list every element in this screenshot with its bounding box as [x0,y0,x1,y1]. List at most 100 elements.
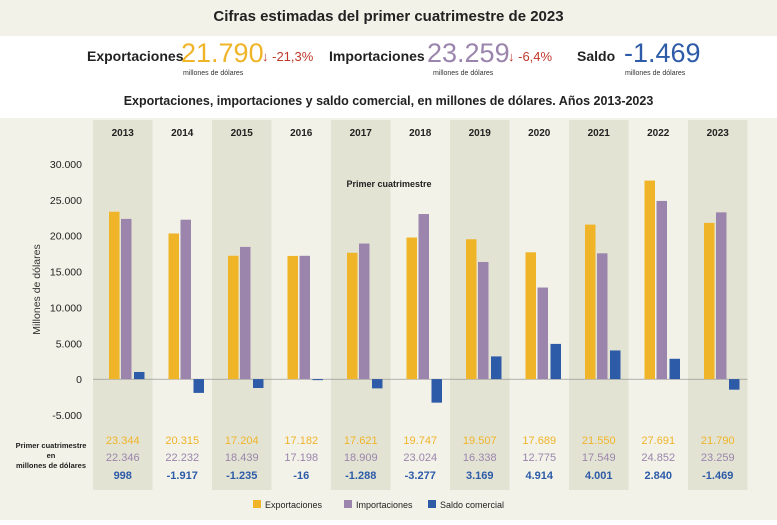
chart-annotation: Primer cuatrimestre [346,179,431,189]
year-label: 2019 [469,128,492,139]
y-axis-label: Millones de dólares [31,244,43,334]
year-label: 2015 [231,128,254,139]
bar-imports-2023 [716,212,727,380]
year-label: 2023 [707,128,730,139]
bar-balance-2020 [550,343,561,380]
kpi-exports-unit: millones de dólares [183,70,244,77]
data-label-exports: 21.790 [701,435,735,447]
table-side-label-line: en [47,451,56,460]
year-label: 2022 [647,128,670,139]
data-label-imports: 22.232 [165,452,199,464]
bar-balance-2021 [610,350,621,380]
y-tick-label: 20.000 [50,231,82,243]
bar-balance-2022 [669,358,680,380]
bar-exports-2013 [109,211,120,380]
data-label-balance: 998 [114,470,132,482]
kpi-imports-change: ↓ -6,4% [508,49,553,64]
year-label: 2013 [112,128,135,139]
y-tick-label: 5.000 [56,338,82,350]
data-label-balance: 4.914 [525,470,553,482]
kpi-exports-change: ↓ -21,3% [262,49,314,64]
legend-swatch-balance [428,500,436,508]
bar-imports-2021 [597,253,608,380]
chart-title: Exportaciones, importaciones y saldo com… [123,94,654,108]
data-label-imports: 17.549 [582,452,616,464]
kpi-exports-label: Exportaciones [87,48,184,64]
data-label-imports: 18.439 [225,452,259,464]
data-label-imports: 23.259 [701,452,735,464]
kpi-imports-value: 23.259 [427,38,510,68]
bar-exports-2018 [406,237,417,380]
title-band: Cifras estimadas del primer cuatrimestre… [0,0,777,36]
kpi-exports-value: 21.790 [181,38,264,68]
bar-imports-2022 [656,200,667,380]
data-label-exports: 21.550 [582,435,616,447]
data-label-exports: 17.689 [522,435,556,447]
bar-balance-2015 [253,379,264,388]
page-title: Cifras estimadas del primer cuatrimestre… [213,8,564,25]
y-tick-label: 30.000 [50,159,82,171]
year-label: 2018 [409,128,432,139]
bar-exports-2015 [228,255,239,380]
year-label: 2016 [290,128,313,139]
kpi-balance-unit: millones de dólares [625,70,686,77]
y-tick-label: 10.000 [50,302,82,314]
bar-exports-2021 [585,224,596,380]
bar-chart: 2013 2014 2015 2016 2017 2018 2019 2020 2021 2022… [16,120,748,510]
y-tick-label: 15.000 [50,267,82,279]
data-label-imports: 23.024 [403,452,437,464]
y-tick-label: -5.000 [52,410,82,422]
year-label: 2020 [528,128,551,139]
data-label-balance: -3.277 [405,470,436,482]
legend-label: Saldo comercial [440,500,504,510]
subtitle-band: Exportaciones, importaciones y saldo com… [0,84,777,118]
bar-imports-2017 [359,243,370,380]
data-label-imports: 24.852 [641,452,675,464]
bar-balance-2013 [134,371,145,380]
kpi-imports-label: Importaciones [329,48,425,64]
data-label-imports: 22.346 [106,452,140,464]
y-tick-label: 0 [76,374,82,386]
data-label-exports: 17.621 [344,435,378,447]
bar-balance-2017 [372,379,383,389]
legend-swatch-exports [253,500,261,508]
chart-panel: 2013 2014 2015 2016 2017 2018 2019 2020 2021 2022… [0,118,777,520]
table-side-label-line: millones de dólares [16,461,86,470]
data-label-exports: 27.691 [641,435,675,447]
bar-imports-2015 [240,246,251,380]
legend-label: Exportaciones [265,500,323,510]
bar-imports-2020 [537,287,548,380]
legend-swatch-imports [344,500,352,508]
bar-imports-2014 [180,219,191,380]
data-label-balance: -16 [293,470,309,482]
bar-exports-2016 [287,255,298,380]
data-label-balance: -1.235 [226,470,257,482]
bar-imports-2018 [418,214,429,380]
bar-balance-2019 [491,356,502,380]
data-label-balance: -1.917 [167,470,198,482]
bar-exports-2020 [525,252,536,380]
data-label-balance: -1.288 [345,470,376,482]
bar-imports-2016 [299,255,310,380]
data-label-balance: 4.001 [585,470,613,482]
data-label-exports: 20.315 [165,435,199,447]
bar-balance-2018 [431,379,442,403]
data-label-exports: 17.182 [284,435,318,447]
data-label-balance: 3.169 [466,470,494,482]
bar-exports-2019 [466,239,477,380]
y-tick-label: 25.000 [50,195,82,207]
kpi-row: Exportaciones 21.790 millones de dólares… [0,36,777,84]
bar-balance-2023 [729,379,740,390]
bar-imports-2013 [121,218,132,380]
table-side-label-line: Primer cuatrimestre [16,441,87,450]
bar-exports-2023 [704,222,715,380]
legend-label: Importaciones [356,500,413,510]
bar-exports-2022 [644,180,655,380]
data-label-balance: 2.840 [644,470,672,482]
data-label-exports: 17.204 [225,435,259,447]
year-label: 2014 [171,128,194,139]
year-label: 2017 [350,128,373,139]
kpi-balance-value: -1.469 [624,38,701,68]
data-label-exports: 19.747 [403,435,437,447]
bar-exports-2014 [168,233,179,380]
